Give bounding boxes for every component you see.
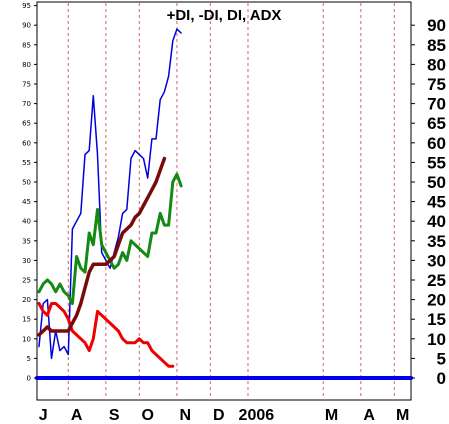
y-left-label-40: 40 <box>22 218 31 226</box>
y-right-label-30: 30 <box>427 251 446 270</box>
series-line-3 <box>37 156 167 337</box>
y-right-label-20: 20 <box>427 291 446 310</box>
y-left-label-50: 50 <box>22 179 31 187</box>
x-label-1: A <box>71 407 83 424</box>
y-left-label-70: 70 <box>22 100 31 108</box>
chart-title: +DI, -DI, DI, ADX <box>167 7 282 24</box>
y-left-label-45: 45 <box>22 198 31 206</box>
y-left-label-5: 5 <box>27 355 31 363</box>
y-right-label-25: 25 <box>427 271 446 290</box>
series-line-1 <box>37 302 175 368</box>
y-right-label-70: 70 <box>427 95 446 114</box>
x-label-5: D <box>213 407 225 424</box>
y-left-label-90: 90 <box>22 22 31 30</box>
y-right-label-40: 40 <box>427 212 446 231</box>
x-label-7: M <box>325 407 338 424</box>
y-right-label-55: 55 <box>427 153 446 172</box>
y-right-label-0: 0 <box>437 369 446 388</box>
y-left-label-65: 65 <box>22 120 31 128</box>
y-right-label-90: 90 <box>427 16 446 35</box>
x-label-2: S <box>109 407 120 424</box>
y-left-label-60: 60 <box>22 139 31 147</box>
y-left-label-35: 35 <box>22 237 31 245</box>
y-left-label-20: 20 <box>22 296 31 304</box>
x-label-9: M <box>396 407 409 424</box>
y-right-label-35: 35 <box>427 232 446 251</box>
x-label-0: J <box>39 407 48 424</box>
y-left-label-30: 30 <box>22 257 31 265</box>
y-right-label-80: 80 <box>427 55 446 74</box>
y-right-label-85: 85 <box>427 36 446 55</box>
y-left-label-15: 15 <box>22 316 31 324</box>
y-right-label-5: 5 <box>437 349 446 368</box>
x-label-6: 2006 <box>239 407 275 424</box>
y-right-label-65: 65 <box>427 114 446 133</box>
y-left-label-85: 85 <box>22 41 31 49</box>
y-left-label-25: 25 <box>22 277 31 285</box>
y-left-label-80: 80 <box>22 61 31 69</box>
y-left-label-0: 0 <box>27 375 31 383</box>
y-left-label-95: 95 <box>22 2 31 10</box>
y-right-label-15: 15 <box>427 310 446 329</box>
y-right-label-45: 45 <box>427 193 446 212</box>
y-left-label-55: 55 <box>22 159 31 167</box>
y-right-label-50: 50 <box>427 173 446 192</box>
y-right-label-60: 60 <box>427 134 446 153</box>
x-label-3: O <box>141 407 153 424</box>
y-axis-left: 0 5 10 15 20 25 30 35 40 45 50 55 60 65 70 75 80 85 90 95 <box>22 2 37 383</box>
x-label-8: A <box>363 407 375 424</box>
y-left-label-10: 10 <box>22 335 31 343</box>
y-left-label-75: 75 <box>22 81 31 89</box>
x-label-4: N <box>180 407 192 424</box>
y-right-label-10: 10 <box>427 330 446 349</box>
x-axis: J A S O N D 2006 M A M <box>39 407 410 424</box>
series-line-0 <box>38 28 182 360</box>
y-right-label-75: 75 <box>427 75 446 94</box>
series-layer <box>35 28 413 380</box>
